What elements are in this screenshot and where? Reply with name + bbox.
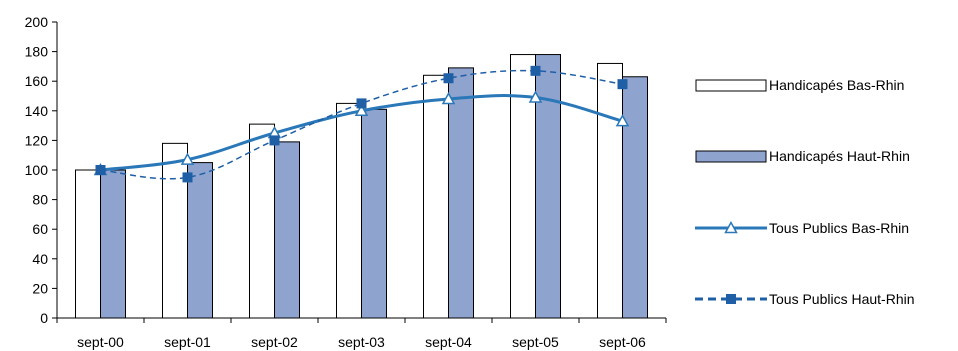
bar [423, 74, 449, 319]
data-point-marker [443, 73, 454, 84]
data-point-marker [182, 172, 193, 183]
data-point-marker [356, 98, 367, 109]
bar [622, 76, 648, 319]
data-point-marker [269, 135, 280, 146]
x-tick-label: sept-01 [164, 334, 211, 350]
bar [597, 62, 623, 319]
y-tick-label: 140 [25, 103, 49, 119]
legend-swatch [695, 150, 767, 163]
x-tick-label: sept-04 [425, 334, 472, 350]
x-tick-label: sept-05 [512, 334, 559, 350]
data-point-marker [441, 91, 456, 105]
data-point-marker [617, 79, 628, 90]
data-point-marker [530, 65, 541, 76]
y-tick-label: 20 [32, 280, 48, 296]
data-point-marker [354, 103, 369, 117]
bar [162, 142, 188, 319]
line-series-group [93, 65, 630, 183]
y-tick-label: 80 [32, 192, 48, 208]
bar [535, 54, 561, 319]
x-tick-label: sept-06 [599, 334, 646, 350]
bar [100, 169, 126, 319]
data-point-marker [528, 90, 543, 103]
y-tick-label: 40 [32, 251, 48, 267]
legend-label: Tous Publics Haut-Rhin [769, 291, 915, 307]
chart-axes: 0 20 40 60 80 100 120 140 160 180 200 sept-00 sept-0… [25, 14, 667, 350]
x-tick-label: sept-03 [338, 334, 385, 350]
y-tick-label: 160 [25, 73, 49, 89]
data-point-marker [180, 152, 195, 165]
x-tick-label: sept-00 [77, 334, 124, 350]
y-tick-label: 60 [32, 221, 48, 237]
bar [361, 108, 387, 319]
data-point-marker [95, 165, 106, 175]
legend-label: Handicapés Bas-Rhin [769, 77, 904, 93]
data-point-marker [724, 220, 738, 234]
bar [336, 102, 362, 319]
y-tick-label: 120 [25, 132, 49, 148]
y-tick-label: 200 [25, 14, 49, 30]
x-tick-label: sept-02 [251, 334, 298, 350]
data-point-marker [726, 294, 736, 304]
y-tick-label: 0 [40, 310, 48, 326]
bar [448, 67, 474, 319]
bar [187, 162, 213, 319]
legend-label: Handicapés Haut-Rhin [769, 148, 910, 164]
legend-label: Tous Publics Bas-Rhin [769, 220, 909, 236]
bar [510, 54, 536, 319]
y-tick-label: 180 [25, 44, 49, 60]
legend: Handicapés Bas-Rhin Handicapés Haut-Rhin T… [695, 77, 915, 307]
bar [274, 141, 300, 319]
legend-swatch [695, 79, 767, 92]
y-tick-label: 100 [25, 162, 49, 178]
bar [75, 169, 101, 319]
bar-series-group [75, 54, 648, 319]
data-point-marker [615, 114, 630, 127]
bar [249, 123, 275, 319]
